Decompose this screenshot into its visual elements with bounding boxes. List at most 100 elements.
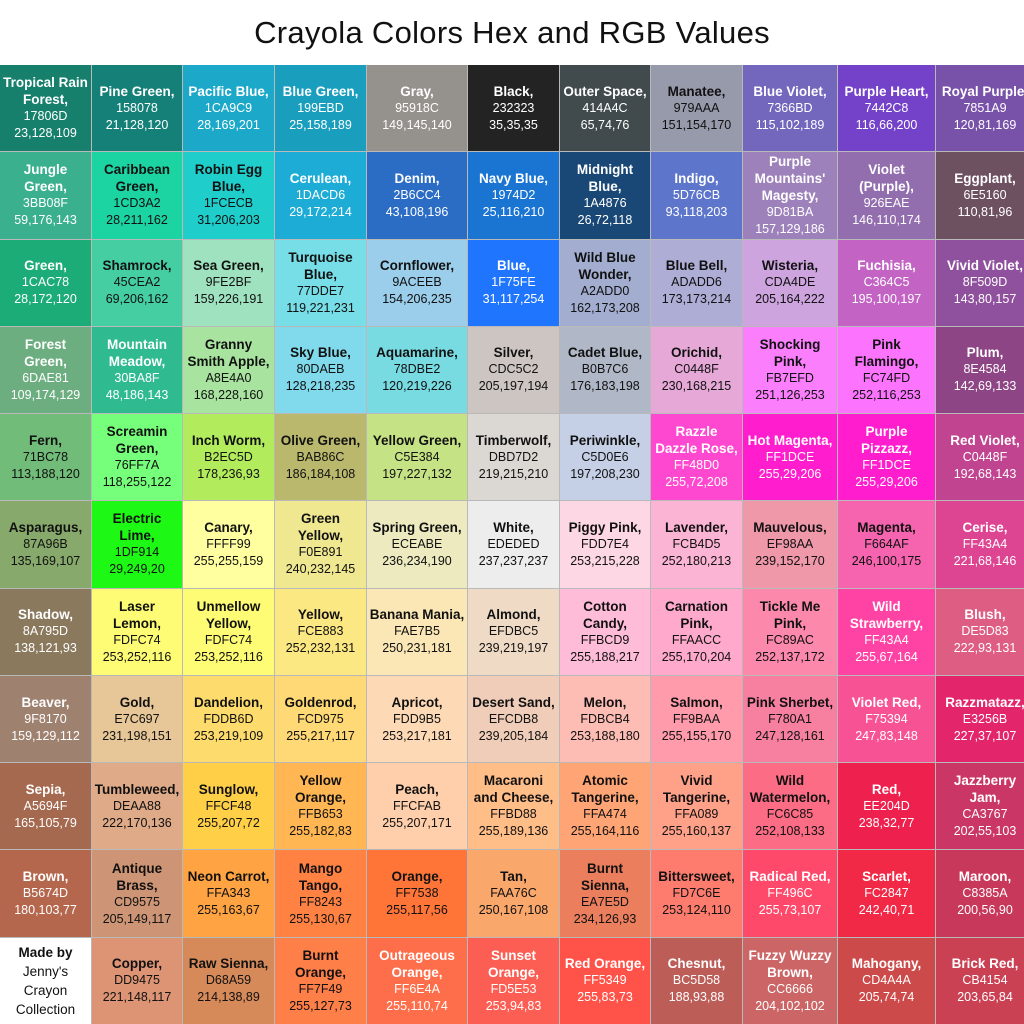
color-swatch: Blue Green, 199EBD 25,158,189	[275, 65, 366, 152]
color-name: Atomic Tangerine,	[571, 773, 639, 806]
rgb-value: 250,231,181	[382, 641, 452, 656]
hex-value: EDEDED	[487, 536, 540, 551]
color-name: Salmon,	[670, 694, 723, 710]
color-swatch: Inch Worm, B2EC5D 178,236,93	[183, 414, 274, 501]
hex-value: C5D0E6	[581, 449, 629, 464]
color-name: Gold,	[119, 694, 155, 710]
rgb-value: 205,197,194	[478, 379, 549, 394]
color-swatch: Eggplant, 6E5160 110,81,96	[936, 152, 1024, 239]
color-name: Spring Green,	[372, 519, 462, 535]
rgb-value: 239,205,184	[478, 728, 549, 743]
hex-value: C5E384	[394, 449, 440, 464]
credit-cell: Made by Jenny's Crayon Collection	[0, 937, 91, 1024]
color-swatch: Carnation Pink, FFAACC 255,170,204	[651, 588, 742, 675]
color-swatch: Forest Green, 6DAE81 109,174,129	[0, 326, 91, 414]
rgb-value: 154,206,235	[382, 292, 452, 307]
color-swatch: Mahogany, CD4A4A 205,74,74	[838, 937, 935, 1024]
hex-value: A8E4A0	[205, 370, 252, 385]
hex-value: FFA089	[674, 807, 719, 822]
color-name: Vivid Violet,	[946, 258, 1024, 274]
color-name: Silver,	[493, 345, 534, 361]
hex-value: 1DACD6	[295, 187, 346, 202]
color-name: Granny Smith Apple,	[187, 336, 270, 369]
color-name: Fuzzy Wuzzy Brown,	[748, 947, 832, 980]
color-name: Wisteria,	[761, 258, 819, 274]
color-swatch: Red Violet, C0448F 192,68,143	[936, 414, 1024, 501]
rgb-value: 23,128,109	[14, 126, 77, 141]
color-name: Olive Green,	[280, 432, 361, 448]
color-swatch: Burnt Sienna, EA7E5D 234,126,93	[560, 850, 650, 937]
rgb-value: 255,72,208	[665, 475, 728, 490]
hex-value: 7366BD	[767, 100, 813, 115]
rgb-value: 255,217,117	[286, 728, 355, 743]
color-name: Almond,	[486, 607, 541, 623]
color-name: Sunset Orange,	[487, 947, 539, 980]
color-swatch: Indigo, 5D76CB 93,118,203	[651, 152, 742, 239]
color-swatch: Lavender, FCB4D5 252,180,213	[651, 501, 742, 588]
color-swatch: Sky Blue, 80DAEB 128,218,235	[275, 326, 366, 414]
hex-value: 3BB08F	[22, 196, 69, 211]
rgb-value: 221,148,117	[102, 990, 172, 1005]
hex-value: FF5349	[583, 973, 627, 988]
color-name: Caribbean Green,	[103, 162, 171, 195]
color-name: Razzmatazz,	[945, 694, 1024, 710]
hex-value: 414A4C	[582, 100, 628, 115]
rgb-value: 168,228,160	[193, 387, 264, 402]
color-swatch: Fuzzy Wuzzy Brown, CC6666 204,102,102	[743, 937, 837, 1024]
color-name: Beaver,	[21, 694, 70, 710]
color-name: Tumbleweed,	[94, 781, 180, 797]
hex-value: FFB653	[298, 807, 343, 822]
color-swatch: Wild Blue Wonder, A2ADD0 162,173,208	[560, 239, 650, 326]
rgb-value: 255,73,107	[758, 903, 822, 918]
color-name: Mahogany,	[851, 956, 922, 972]
color-name: Pine Green,	[99, 83, 175, 99]
color-name: Melon,	[583, 694, 627, 710]
rgb-value: 31,117,254	[482, 292, 545, 307]
color-name: Piggy Pink,	[568, 519, 642, 535]
rgb-value: 205,164,222	[755, 292, 825, 307]
color-swatch: Periwinkle, C5D0E6 197,208,230	[560, 414, 650, 501]
rgb-value: 237,237,237	[478, 553, 549, 568]
hex-value: CB4154	[962, 973, 1008, 988]
color-name: Pink Flamingo,	[854, 336, 919, 369]
color-swatch: Pink Sherbet, F780A1 247,128,161	[743, 675, 837, 763]
color-name: Yellow Orange,	[294, 773, 346, 806]
color-swatch: Radical Red, FF496C 255,73,107	[743, 850, 837, 937]
hex-value: 9FE2BF	[205, 275, 252, 290]
color-name: Black,	[493, 83, 534, 99]
hex-value: FF496C	[767, 886, 813, 901]
color-name: Blue Violet,	[753, 83, 827, 99]
color-swatch: Midnight Blue, 1A4876 26,72,118	[560, 152, 650, 239]
color-swatch: Electric Lime, 1DF914 29,249,20	[92, 501, 182, 588]
rgb-value: 116,66,200	[855, 117, 918, 132]
color-swatch: Sea Green, 9FE2BF 159,226,191	[183, 239, 274, 326]
rgb-value: 165,105,79	[14, 815, 77, 830]
color-swatch: Timberwolf, DBD7D2 219,215,210	[468, 414, 559, 501]
color-swatch: Cotton Candy, FFBCD9 255,188,217	[560, 588, 650, 675]
color-name: Cerise,	[962, 519, 1008, 535]
color-swatch: Pine Green, 158078 21,128,120	[92, 65, 182, 152]
color-name: Outrageous Orange,	[379, 947, 455, 980]
color-name: Goldenrod,	[284, 694, 357, 710]
hex-value: FF8243	[298, 894, 343, 909]
color-name: Midnight Blue,	[576, 162, 634, 195]
hex-value: DEAA88	[113, 798, 161, 813]
page-title: Crayola Colors Hex and RGB Values	[254, 15, 770, 50]
hex-value: BC5D58	[672, 973, 721, 988]
color-swatch: Maroon, C8385A 200,56,90	[936, 850, 1024, 937]
color-swatch: Shadow, 8A795D 138,121,93	[0, 588, 91, 675]
color-name: Pink Sherbet,	[746, 694, 834, 710]
color-name: Lavender,	[664, 519, 729, 535]
rgb-value: 159,226,191	[193, 292, 264, 307]
color-swatch: Beaver, 9F8170 159,129,112	[0, 675, 91, 763]
rgb-value: 202,55,103	[953, 824, 1017, 839]
hex-value: 1CAC78	[21, 275, 70, 290]
color-swatch: Red, EE204D 238,32,77	[838, 763, 935, 850]
color-swatch: Unmellow Yellow, FDFC74 253,252,116	[183, 588, 274, 675]
color-name: Tropical Rain Forest,	[3, 75, 88, 108]
color-swatch: Cerise, FF43A4 221,68,146	[936, 501, 1024, 588]
rgb-value: 255,127,73	[289, 998, 352, 1013]
hex-value: FD5E53	[490, 981, 537, 996]
hex-value: A2ADD0	[580, 283, 630, 298]
rgb-value: 135,169,107	[10, 553, 81, 568]
